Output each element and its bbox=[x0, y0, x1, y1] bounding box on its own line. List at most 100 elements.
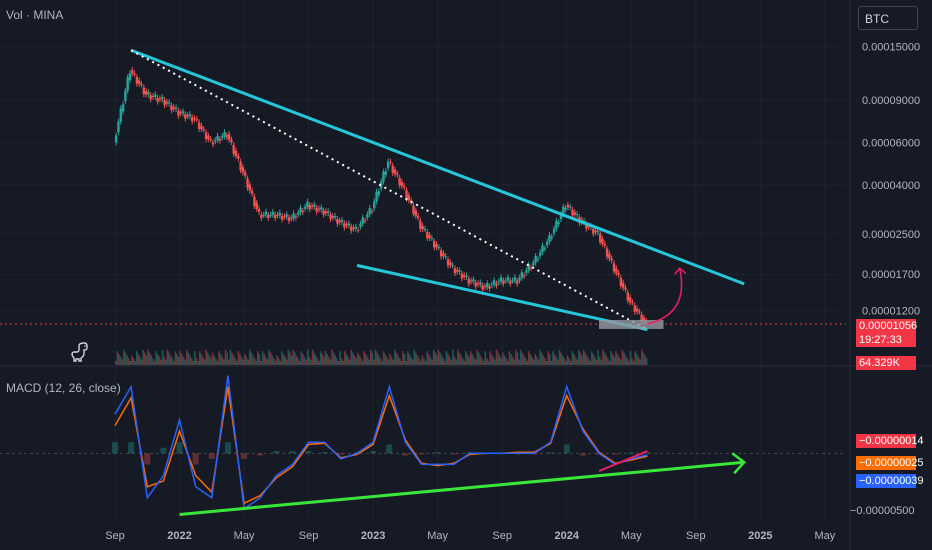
candle-body bbox=[412, 205, 415, 214]
volume-bar bbox=[185, 349, 188, 365]
candle-body bbox=[504, 280, 507, 282]
macd-histogram-bar bbox=[386, 444, 393, 454]
volume-bar bbox=[308, 356, 311, 365]
volume-bar bbox=[478, 352, 480, 365]
volume-bar bbox=[282, 354, 285, 365]
candle-body bbox=[354, 226, 358, 229]
volume-bar bbox=[215, 358, 217, 365]
volume-bar bbox=[565, 361, 567, 365]
candle-body bbox=[610, 258, 613, 261]
volume-bar bbox=[494, 359, 496, 365]
candle-body bbox=[320, 207, 323, 210]
volume-bar bbox=[303, 356, 306, 365]
volume-bar bbox=[631, 358, 633, 365]
volume-bar bbox=[398, 358, 401, 365]
candle-body bbox=[315, 207, 318, 212]
volume-bar bbox=[160, 359, 162, 365]
volume-bar bbox=[397, 355, 399, 365]
volume-bar bbox=[636, 354, 638, 365]
candle-body bbox=[373, 201, 376, 209]
candle-body bbox=[119, 108, 122, 122]
candle-body bbox=[154, 94, 157, 97]
candle-body bbox=[612, 263, 616, 272]
y-tick-label: 0.00001700 bbox=[862, 269, 920, 281]
volume-bar bbox=[129, 361, 132, 365]
volume-bar bbox=[542, 355, 545, 365]
volume-bar bbox=[227, 359, 230, 365]
volume-bar bbox=[216, 361, 219, 365]
candle-body bbox=[640, 314, 643, 321]
candle-body bbox=[552, 228, 556, 234]
candle-body bbox=[536, 258, 540, 260]
dotted-diagonal bbox=[130, 49, 648, 331]
candle-body bbox=[200, 125, 203, 130]
volume-bar bbox=[590, 351, 593, 365]
volume-bar bbox=[145, 355, 148, 365]
candle-body bbox=[352, 227, 355, 229]
volume-bar bbox=[161, 349, 164, 365]
volume-bar bbox=[415, 352, 417, 365]
dino-icon[interactable] bbox=[70, 340, 94, 364]
volume-bar bbox=[140, 359, 143, 365]
candle-body bbox=[172, 107, 175, 109]
volume-bar bbox=[329, 359, 332, 365]
macd-histogram-bar bbox=[144, 453, 151, 465]
projection-arrow bbox=[647, 268, 683, 325]
volume-bar bbox=[431, 359, 433, 365]
candle-body bbox=[601, 238, 604, 244]
volume-bar bbox=[386, 356, 388, 365]
candle-body bbox=[165, 101, 169, 104]
candle-body bbox=[467, 278, 470, 284]
volume-bar bbox=[610, 351, 612, 365]
volume-bar bbox=[236, 361, 238, 365]
candle-body bbox=[333, 215, 337, 218]
candle-body bbox=[633, 305, 636, 312]
candle-body bbox=[592, 228, 595, 234]
volume-bar bbox=[429, 356, 432, 365]
volume-bar bbox=[602, 349, 604, 365]
candle-body bbox=[419, 220, 422, 230]
candle-body bbox=[594, 230, 597, 233]
candle-body bbox=[188, 114, 192, 117]
candle-body bbox=[557, 222, 560, 224]
volume-bar bbox=[511, 356, 514, 365]
volume-bar bbox=[163, 356, 165, 365]
volume-bar bbox=[639, 359, 641, 365]
volume-bar bbox=[206, 352, 209, 365]
volume-bar bbox=[471, 354, 474, 365]
candle-body bbox=[193, 118, 196, 120]
volume-bar bbox=[521, 352, 524, 365]
volume-bar bbox=[373, 359, 375, 365]
volume-bar bbox=[332, 352, 335, 365]
currency-button[interactable]: BTC bbox=[858, 6, 918, 30]
candle-body bbox=[230, 139, 233, 142]
volume-bar bbox=[260, 361, 262, 365]
volume-bar bbox=[292, 349, 295, 365]
volume-bar bbox=[447, 354, 449, 365]
candle-body bbox=[177, 110, 180, 116]
candle-body bbox=[329, 214, 332, 220]
volume-bar bbox=[552, 351, 554, 365]
volume-bar bbox=[437, 349, 440, 365]
candle-body bbox=[564, 208, 567, 210]
candle-body bbox=[495, 283, 498, 286]
volume-bar bbox=[365, 354, 367, 365]
volume-bar bbox=[642, 352, 645, 365]
volume-bar bbox=[176, 354, 178, 365]
candle-body bbox=[181, 111, 185, 114]
candle-body bbox=[458, 270, 461, 272]
candle-body bbox=[356, 229, 360, 231]
candle-body bbox=[117, 121, 120, 133]
candle-body bbox=[290, 217, 293, 219]
volume-bar bbox=[408, 354, 411, 365]
volume-bar bbox=[545, 361, 548, 365]
volume-bar bbox=[389, 354, 391, 365]
volume-bar bbox=[628, 361, 630, 365]
volume-bar bbox=[156, 354, 159, 365]
volume-bar bbox=[189, 355, 191, 365]
volume-bar bbox=[348, 359, 351, 365]
volume-bar bbox=[505, 358, 508, 365]
volume-bar bbox=[461, 358, 464, 365]
volume-bar bbox=[116, 351, 119, 365]
